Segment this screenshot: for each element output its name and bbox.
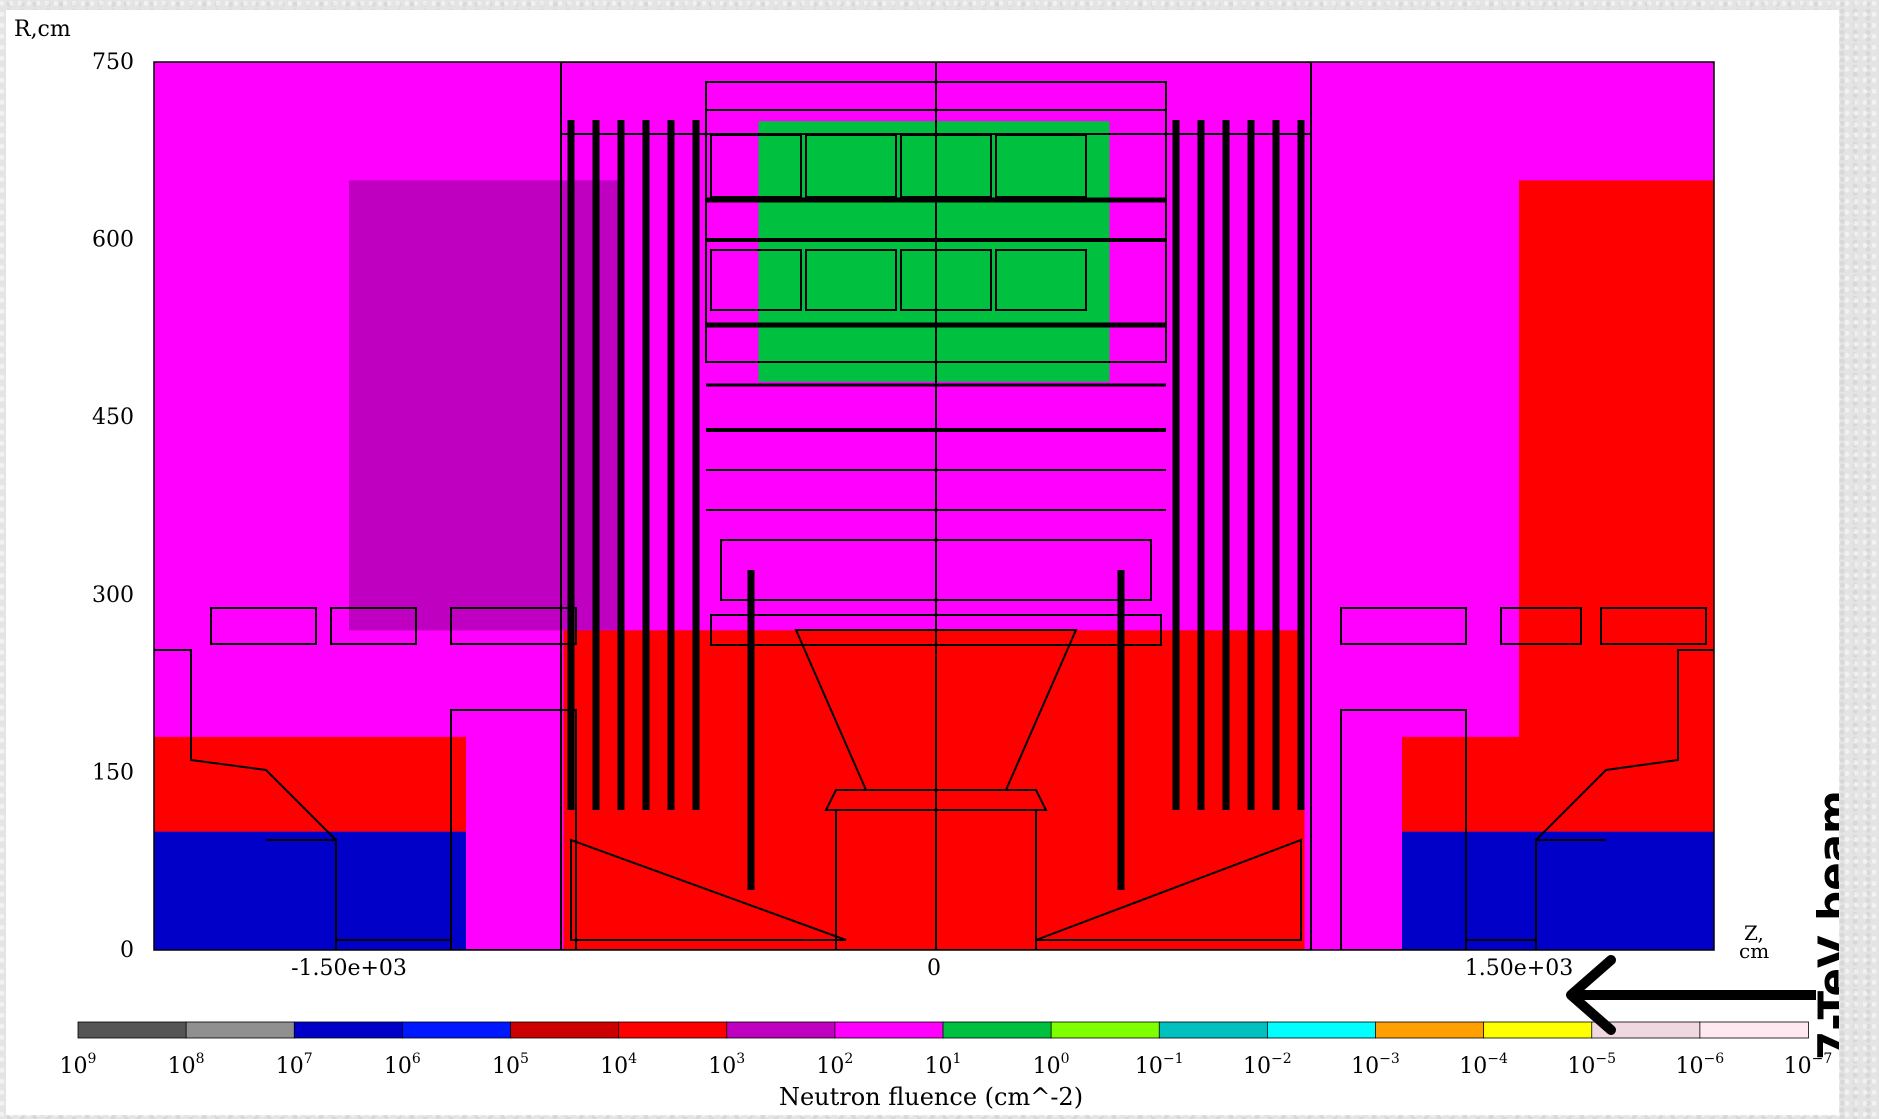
x-tick-label: -1.50e+03 (291, 956, 407, 981)
colorbar-swatch (834, 1021, 944, 1039)
coil-box (805, 134, 897, 198)
x-ticks: -1.50e+03 0 1.50e+03 (291, 956, 1573, 981)
colorbar (77, 1021, 1809, 1039)
colorbar-swatch (185, 1021, 296, 1039)
coil-box (995, 249, 1087, 311)
colorbar-swatch (942, 1021, 1053, 1039)
y-axis-label: R,cm (14, 17, 71, 42)
x-axis-label-z: Z, (1744, 921, 1764, 945)
inner-barrel (710, 614, 1162, 646)
colorbar-tick-label: 10−6 (1676, 1051, 1725, 1079)
endcap-box (1500, 607, 1582, 645)
cryostat (720, 539, 1152, 601)
coil-box (710, 134, 802, 198)
y-tick-label: 600 (92, 228, 134, 253)
colorbar-tick-label: 102 (816, 1051, 853, 1079)
colorbar-tick-label: 109 (60, 1051, 97, 1079)
chart-panel: R,cm (6, 10, 1839, 1115)
endcap-box (450, 607, 577, 645)
y-tick-label: 750 (92, 50, 134, 75)
colorbar-tick-label: 108 (168, 1051, 205, 1079)
plot-frame (153, 61, 1715, 951)
muon-stack-left (567, 120, 755, 890)
colorbar-ticks: 109 108 107 106 105 104 103 102 101 100 10−1 10−2 10… (60, 1051, 1833, 1079)
fluence-region (758, 121, 1110, 382)
y-tick-label: 300 (92, 583, 134, 608)
colorbar-tick-label: 107 (276, 1051, 313, 1079)
colorbar-tick-label: 10−2 (1243, 1051, 1292, 1079)
fluence-region (1519, 180, 1714, 773)
colorbar-tick-label: 106 (384, 1051, 421, 1079)
colorbar-swatch (1266, 1021, 1377, 1039)
x-tick-label: 1.50e+03 (1465, 956, 1573, 981)
muon-stack-right (1117, 120, 1305, 890)
floor-right (1466, 839, 1606, 941)
magnet-block (705, 81, 1167, 363)
colorbar-swatch (401, 1021, 512, 1039)
y-tick-label: 0 (120, 938, 134, 963)
x-axis-label-cm: cm (1739, 939, 1769, 963)
wedge-right (1035, 838, 1302, 941)
beam-label: 7-TeV beam (1809, 790, 1839, 1060)
fluence-region (1402, 831, 1714, 950)
plot-area (154, 62, 1714, 950)
colorbar-swatch (1699, 1021, 1809, 1039)
colorbar-swatch (77, 1021, 188, 1039)
colorbar-swatch (1158, 1021, 1269, 1039)
fluence-chart: R,cm (14, 17, 1839, 1111)
colorbar-tick-label: 101 (925, 1051, 962, 1079)
floor-left (266, 839, 451, 941)
x-tick-label: 0 (927, 956, 941, 981)
wedge-left (570, 838, 847, 941)
coil-box (900, 249, 992, 311)
y-ticks: 0 150 300 450 600 750 (92, 50, 134, 963)
colorbar-tick-label: 103 (708, 1051, 745, 1079)
endcap-box (210, 607, 317, 645)
colorbar-swatch (1375, 1021, 1485, 1039)
colorbar-swatch (1483, 1021, 1593, 1039)
colorbar-swatch (293, 1021, 404, 1039)
shield-right (1340, 709, 1467, 950)
colorbar-tick-label: 10−4 (1459, 1051, 1508, 1079)
detector-geometry (154, 62, 1714, 950)
fluence-regions (154, 62, 1714, 950)
colorbar-tick-label: 10−1 (1135, 1051, 1184, 1079)
colorbar-label: Neutron fluence (cm^-2) (779, 1083, 1083, 1111)
colorbar-tick-label: 10−3 (1351, 1051, 1400, 1079)
beam-arrow-icon (1566, 955, 1816, 1035)
colorbar-tick-label: 100 (1033, 1051, 1070, 1079)
colorbar-tick-label: 105 (492, 1051, 529, 1079)
colorbar-tick-label: 10−7 (1784, 1051, 1833, 1079)
coil-box (995, 134, 1087, 198)
shield-left (450, 709, 577, 950)
barrel-outer (560, 62, 1312, 950)
endcap-box (330, 607, 417, 645)
colorbar-swatch (510, 1021, 620, 1039)
colorbar-swatch (1050, 1021, 1161, 1039)
coil-box (710, 249, 802, 311)
colorbar-swatch (618, 1021, 728, 1039)
coil-box (805, 249, 897, 311)
coil-box (900, 134, 992, 198)
colorbar-tick-label: 104 (600, 1051, 637, 1079)
colorbar-swatch (726, 1021, 836, 1039)
fluence-region (154, 831, 466, 950)
endcap-box (1340, 607, 1467, 645)
endcap-box (1600, 607, 1707, 645)
fluence-region (154, 736, 466, 832)
fluence-region (349, 180, 622, 631)
beampipe-box (835, 809, 1037, 950)
y-tick-label: 450 (92, 405, 134, 430)
colorbar-tick-label: 10−5 (1567, 1051, 1616, 1079)
y-tick-label: 150 (92, 760, 134, 785)
inner-detector (824, 789, 1048, 811)
